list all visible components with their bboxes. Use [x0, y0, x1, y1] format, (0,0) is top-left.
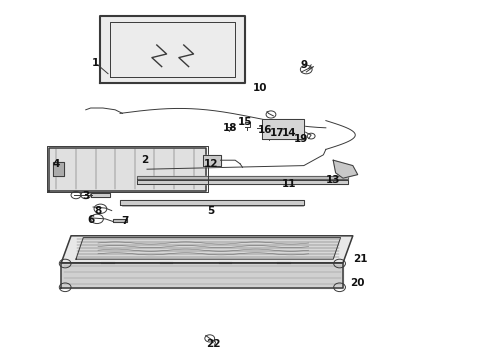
Text: 13: 13	[326, 175, 341, 185]
Text: 19: 19	[294, 134, 309, 144]
Polygon shape	[137, 176, 348, 179]
Text: 4: 4	[52, 159, 60, 169]
Text: 21: 21	[353, 254, 368, 264]
Text: 3: 3	[82, 191, 89, 201]
Polygon shape	[91, 193, 110, 197]
Polygon shape	[76, 238, 341, 259]
Text: 20: 20	[350, 278, 365, 288]
Text: 1: 1	[92, 58, 99, 68]
Polygon shape	[333, 160, 358, 178]
Text: 16: 16	[257, 125, 272, 135]
Text: 6: 6	[87, 215, 94, 225]
Text: 22: 22	[206, 339, 220, 349]
Polygon shape	[100, 16, 245, 83]
Polygon shape	[137, 180, 348, 184]
Polygon shape	[120, 200, 304, 205]
Polygon shape	[203, 155, 220, 166]
Text: 17: 17	[270, 128, 284, 138]
Text: 7: 7	[121, 216, 129, 226]
Polygon shape	[61, 263, 343, 288]
Text: 5: 5	[207, 206, 214, 216]
Text: 12: 12	[203, 159, 218, 169]
Text: 2: 2	[141, 155, 148, 165]
Polygon shape	[61, 236, 353, 263]
Text: 8: 8	[95, 206, 101, 216]
Polygon shape	[53, 162, 64, 176]
Text: 18: 18	[223, 123, 238, 133]
Polygon shape	[113, 219, 127, 222]
Polygon shape	[49, 148, 206, 191]
Polygon shape	[262, 119, 304, 139]
Text: 15: 15	[238, 117, 252, 127]
Text: 11: 11	[282, 179, 296, 189]
Text: 10: 10	[252, 83, 267, 93]
Text: 9: 9	[300, 60, 307, 70]
Text: 14: 14	[282, 128, 296, 138]
